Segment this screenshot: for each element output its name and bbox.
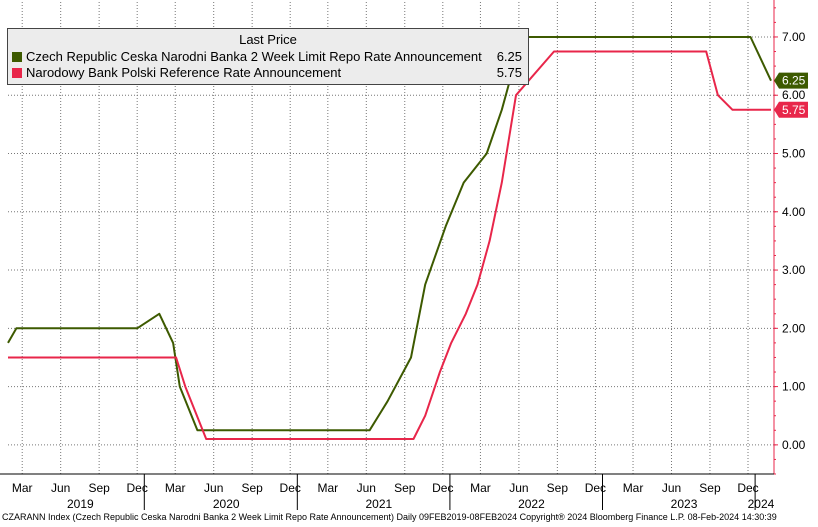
x-year-label: 2020	[213, 497, 240, 511]
legend-swatch-poland	[12, 68, 22, 78]
y-tick-label: 1.00	[782, 380, 806, 394]
x-year-label: 2022	[518, 497, 545, 511]
x-tick-label: Jun	[204, 481, 223, 495]
x-year-label: 2023	[671, 497, 698, 511]
x-tick-label: Mar	[623, 481, 644, 495]
legend-label-czech: Czech Republic Ceska Narodni Banka 2 Wee…	[26, 49, 482, 64]
x-tick-label: Dec	[280, 481, 301, 495]
y-tick-label: 4.00	[782, 205, 806, 219]
series-lines	[7, 36, 772, 440]
x-tick-label: Mar	[165, 481, 186, 495]
legend: Last Price Czech Republic Ceska Narodni …	[7, 28, 529, 85]
last-value-tag-label: 5.75	[782, 103, 806, 117]
x-tick-label: Mar	[12, 481, 33, 495]
x-tick-label: Dec	[127, 481, 148, 495]
last-value-tag-poland: 5.75	[774, 101, 808, 118]
x-year-label: 2021	[365, 497, 392, 511]
legend-title: Last Price	[239, 32, 297, 47]
y-tick-label: 5.00	[782, 147, 806, 161]
y-tick-label: 6.00	[782, 88, 806, 102]
x-tick-label: Sep	[699, 481, 721, 495]
x-tick-label: Jun	[509, 481, 528, 495]
x-tick-label: Jun	[662, 481, 681, 495]
legend-value-czech: 6.25	[496, 49, 522, 64]
x-tick-label: Dec	[737, 481, 758, 495]
y-tick-label: 0.00	[782, 438, 806, 452]
x-tick-label: Dec	[585, 481, 606, 495]
last-value-tag-bg	[774, 72, 808, 89]
x-axis: Mar Jun Sep Dec Mar Jun Sep Dec Mar Jun Sep Dec Mar J…	[0, 473, 775, 511]
x-tick-label: Mar	[317, 481, 338, 495]
last-value-tag-bg	[774, 101, 808, 118]
legend-swatch-czech	[12, 52, 22, 62]
y-tick-label: 7.00	[782, 30, 806, 44]
last-value-tag-label: 6.25	[782, 74, 806, 88]
legend-item-poland: Narodowy Bank Polski Reference Rate Anno…	[12, 65, 522, 81]
last-value-tag-czech: 6.25	[774, 72, 808, 89]
x-year-label: 2019	[67, 497, 94, 511]
legend-label-poland: Narodowy Bank Polski Reference Rate Anno…	[26, 65, 342, 80]
x-tick-label: Jun	[51, 481, 70, 495]
x-tick-label: Jun	[357, 481, 376, 495]
y-tick-label: 3.00	[782, 263, 806, 277]
series-line-czech	[7, 36, 772, 432]
legend-item-czech: Czech Republic Ceska Narodni Banka 2 Wee…	[12, 49, 522, 65]
legend-value-poland: 5.75	[496, 65, 522, 80]
x-tick-label: Mar	[470, 481, 491, 495]
x-tick-label: Sep	[241, 481, 263, 495]
footer-source: CZARANN Index (Czech Republic Ceska Naro…	[2, 512, 777, 522]
y-axis: 0.00 1.00 2.00 3.00 4.00 5.00 6.00 7.00 6.25 5.75	[773, 0, 808, 475]
x-tick-label: Dec	[432, 481, 453, 495]
series-line-poland	[8, 50, 771, 440]
x-tick-label: Sep	[547, 481, 569, 495]
y-tick-label: 2.00	[782, 321, 806, 335]
x-year-label: 2024	[748, 497, 775, 511]
x-tick-label: Sep	[88, 481, 110, 495]
x-tick-label: Sep	[394, 481, 416, 495]
